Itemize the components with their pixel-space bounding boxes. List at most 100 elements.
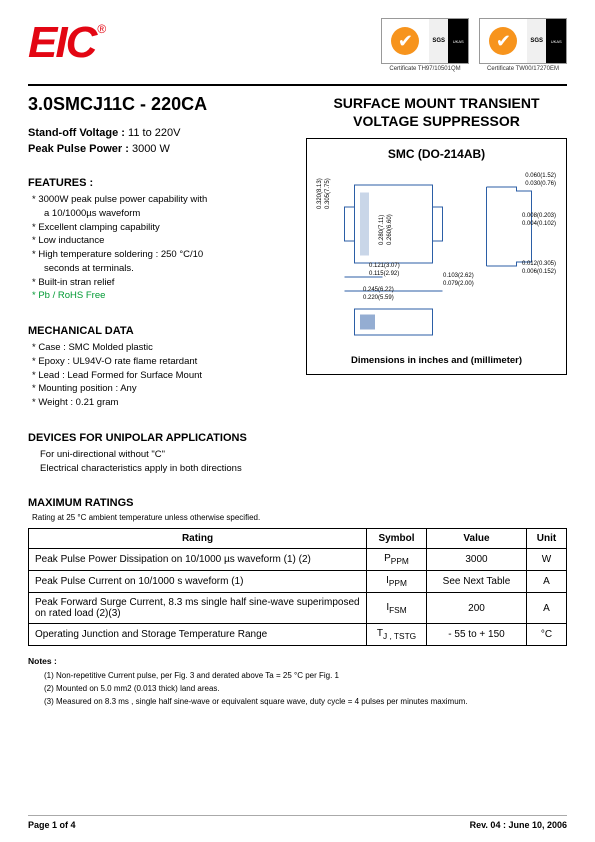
ppp-label: Peak Pulse Power : xyxy=(28,143,129,155)
cell-unit: W xyxy=(527,549,567,571)
cell-symbol: PPPM xyxy=(367,549,427,571)
th-symbol: Symbol xyxy=(367,529,427,549)
cell-rating: Operating Junction and Storage Temperatu… xyxy=(29,624,367,646)
dim-label: 0.280(7.11) xyxy=(379,215,385,245)
feature-item: 3000W peak pulse power capability with xyxy=(32,193,288,207)
note-3: (3) Measured on 8.3 ms , single half sin… xyxy=(44,696,567,709)
table-header-row: Rating Symbol Value Unit xyxy=(29,529,567,549)
notes-heading: Notes : xyxy=(28,656,567,666)
cert-badge: ✔ SGS UKAS xyxy=(479,18,567,64)
cert-orange-mark: ✔ xyxy=(480,19,527,63)
dim-label: 0.103(2.62) xyxy=(443,273,474,279)
title-line-1: SURFACE MOUNT TRANSIENT xyxy=(333,95,539,111)
cert-badge: ✔ SGS UKAS xyxy=(381,18,469,64)
dim-label: 0.260(6.60) xyxy=(387,215,393,246)
package-svg xyxy=(315,167,558,345)
unipolar-heading: DEVICES FOR UNIPOLAR APPLICATIONS xyxy=(28,432,288,444)
cell-unit: A xyxy=(527,593,567,624)
mech-item: Case : SMC Molded plastic xyxy=(32,341,288,355)
dim-label: 0.060(1.52) xyxy=(525,173,556,179)
mechanical-heading: MECHANICAL DATA xyxy=(28,325,288,337)
features-heading: FEATURES : xyxy=(28,177,288,189)
table-row: Peak Forward Surge Current, 8.3 ms singl… xyxy=(29,593,567,624)
cert-caption-2: Certificate TW00/17270EM xyxy=(487,66,559,72)
cell-value: 3000 xyxy=(427,549,527,571)
dim-label: 0.030(0.76) xyxy=(525,181,556,187)
mech-item: Lead : Lead Formed for Surface Mount xyxy=(32,369,288,383)
package-name: SMC (DO-214AB) xyxy=(315,147,558,161)
cert-caption-1: Certificate TH97/10501QM xyxy=(389,66,460,72)
ukas-label: UKAS xyxy=(546,19,566,63)
standoff-label: Stand-off Voltage : xyxy=(28,127,125,139)
feature-item: High temperature soldering : 250 °C/10 xyxy=(32,248,288,262)
cell-symbol: IFSM xyxy=(367,593,427,624)
certifications: ✔ SGS UKAS Certificate TH97/10501QM ✔ SG… xyxy=(381,18,567,72)
cell-rating: Peak Pulse Current on 10/1000 s waveform… xyxy=(29,571,367,593)
cell-value: - 55 to + 150 xyxy=(427,624,527,646)
dim-label: 0.305(7.75) xyxy=(325,179,331,210)
feature-item: a 10/1000µs waveform xyxy=(32,207,288,221)
feature-item: Built-in stran relief xyxy=(32,276,288,290)
sgs-label: SGS xyxy=(429,19,449,63)
table-row: Peak Pulse Current on 10/1000 s waveform… xyxy=(29,571,567,593)
feature-item: Excellent clamping capability xyxy=(32,221,288,235)
note-1: (1) Non-repetitive Current pulse, per Fi… xyxy=(44,670,567,683)
features-list: 3000W peak pulse power capability with a… xyxy=(28,193,288,303)
footer: Page 1 of 4 Rev. 04 : June 10, 2006 xyxy=(28,815,567,830)
dim-label: 0.008(0.203) xyxy=(522,213,556,219)
product-type-title: SURFACE MOUNT TRANSIENT VOLTAGE SUPPRESS… xyxy=(306,94,567,130)
dim-label: 0.006(0.152) xyxy=(522,269,556,275)
dim-label: 0.115(2.92) xyxy=(369,271,399,277)
package-drawing: 0.060(1.52) 0.030(0.76) 0.008(0.203) 0.0… xyxy=(315,167,558,345)
table-row: Operating Junction and Storage Temperatu… xyxy=(29,624,567,646)
unipolar-line-2: Electrical characteristics apply in both… xyxy=(28,462,288,476)
note-2: (2) Mounted on 5.0 mm2 (0.013 thick) lan… xyxy=(44,683,567,696)
th-value: Value xyxy=(427,529,527,549)
package-caption: Dimensions in inches and (millimeter) xyxy=(315,355,558,366)
mech-item: Epoxy : UL94V-O rate flame retardant xyxy=(32,355,288,369)
header: EIC ® ✔ SGS UKAS Certificate TH97/10501Q… xyxy=(28,18,567,72)
cell-unit: A xyxy=(527,571,567,593)
dim-label: 0.320(8.13) xyxy=(317,179,323,210)
ukas-label: UKAS xyxy=(448,19,468,63)
page-number: Page 1 of 4 xyxy=(28,820,76,830)
cert-1: ✔ SGS UKAS Certificate TH97/10501QM xyxy=(381,18,469,72)
unipolar-line-1: For uni-directional without "C" xyxy=(28,448,288,462)
part-number-title: 3.0SMCJ11C - 220CA xyxy=(28,94,288,115)
dim-label: 0.004(0.102) xyxy=(522,221,556,227)
ppp-value: 3000 W xyxy=(132,143,170,155)
mech-item: Mounting position : Any xyxy=(32,382,288,396)
peak-pulse-power: Peak Pulse Power : 3000 W xyxy=(28,143,288,155)
max-ratings-note: Rating at 25 °C ambient temperature unle… xyxy=(32,513,288,522)
package-frame: SMC (DO-214AB) xyxy=(306,138,567,375)
title-line-2: VOLTAGE SUPPRESSOR xyxy=(353,113,520,129)
th-rating: Rating xyxy=(29,529,367,549)
logo-text: EIC xyxy=(28,18,95,68)
right-column: SURFACE MOUNT TRANSIENT VOLTAGE SUPPRESS… xyxy=(306,94,567,528)
logo: EIC ® xyxy=(28,18,106,68)
mechanical-list: Case : SMC Molded plasticEpoxy : UL94V-O… xyxy=(28,341,288,410)
cell-symbol: TJ , TSTG xyxy=(367,624,427,646)
standoff-value: 11 to 220V xyxy=(128,127,180,139)
feature-item: Low inductance xyxy=(32,234,288,248)
divider xyxy=(28,84,567,86)
standoff-voltage: Stand-off Voltage : 11 to 220V xyxy=(28,127,288,139)
cell-value: 200 xyxy=(427,593,527,624)
max-ratings-heading: MAXIMUM RATINGS xyxy=(28,497,288,509)
ratings-table: Rating Symbol Value Unit Peak Pulse Powe… xyxy=(28,528,567,646)
dim-label: 0.245(6.22) xyxy=(363,287,394,293)
cell-rating: Peak Forward Surge Current, 8.3 ms singl… xyxy=(29,593,367,624)
dim-label: 0.012(0.305) xyxy=(522,261,556,267)
dim-label: 0.121(3.07) xyxy=(369,263,400,269)
main-columns: 3.0SMCJ11C - 220CA Stand-off Voltage : 1… xyxy=(28,94,567,528)
feature-item: Pb / RoHS Free xyxy=(32,289,288,303)
notes-block: (1) Non-repetitive Current pulse, per Fi… xyxy=(28,670,567,708)
revision: Rev. 04 : June 10, 2006 xyxy=(470,820,567,830)
sgs-label: SGS xyxy=(527,19,547,63)
cell-value: See Next Table xyxy=(427,571,527,593)
table-row: Peak Pulse Power Dissipation on 10/1000 … xyxy=(29,549,567,571)
cert-2: ✔ SGS UKAS Certificate TW00/17270EM xyxy=(479,18,567,72)
cell-symbol: IPPM xyxy=(367,571,427,593)
feature-item: seconds at terminals. xyxy=(32,262,288,276)
dim-label: 0.079(2.00) xyxy=(443,281,474,287)
